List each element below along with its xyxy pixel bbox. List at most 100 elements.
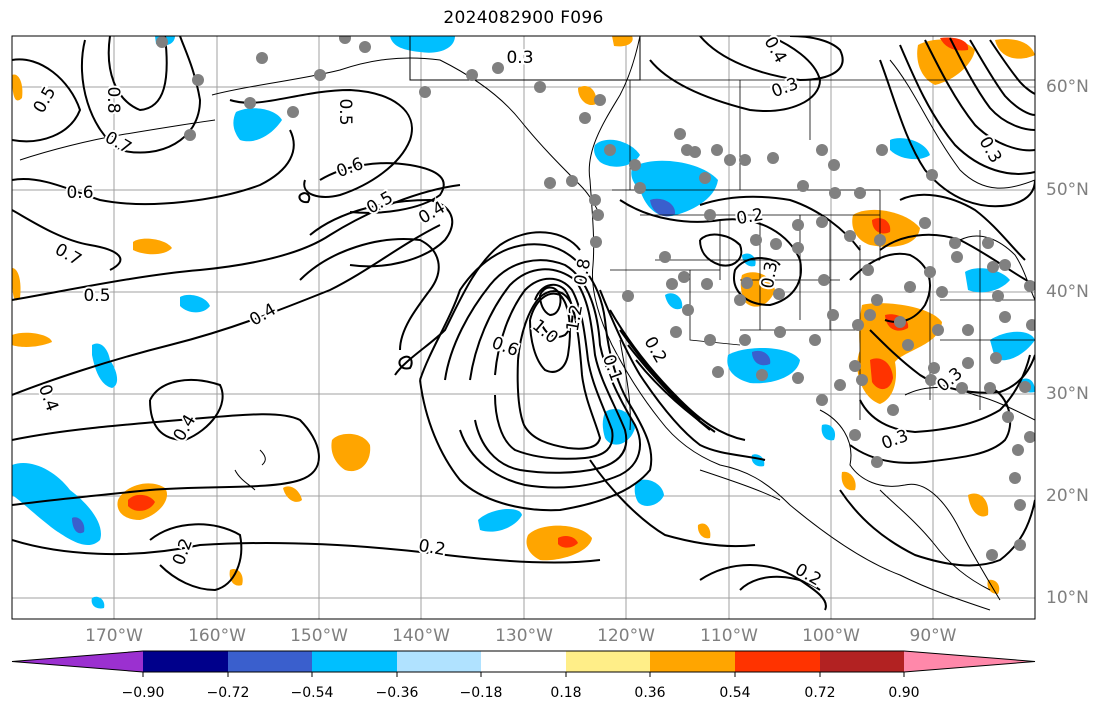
colorbar-tick-label: 0.18: [550, 685, 582, 701]
anomaly-region: [128, 494, 155, 511]
station-dot: [670, 326, 682, 338]
station-dot: [712, 366, 724, 378]
colorbar-tick-label: −0.72: [206, 685, 250, 701]
longitude-label: 150°W: [290, 626, 348, 646]
colorbar-swatch: [312, 651, 397, 672]
station-dot: [982, 237, 994, 249]
colorbar-tick-label: 0.54: [719, 685, 751, 701]
station-dot: [844, 230, 856, 242]
anomaly-region: [727, 348, 800, 384]
longitude-label: 170°W: [85, 626, 143, 646]
station-dot: [339, 36, 351, 44]
colorbar-swatch: [650, 651, 735, 672]
station-dot: [986, 549, 998, 561]
colorbar-swatch: [566, 651, 650, 672]
latitude-label: 10°N: [1046, 588, 1089, 608]
station-dot: [287, 106, 299, 118]
station-dot: [852, 319, 864, 331]
station-dot: [829, 187, 841, 199]
station-dot: [792, 372, 804, 384]
station-dot: [1002, 411, 1014, 423]
station-dot: [589, 194, 601, 206]
latitude-label: 60°N: [1046, 77, 1089, 97]
station-dot: [902, 339, 914, 351]
station-dot: [773, 288, 785, 300]
anomaly-region: [612, 36, 633, 47]
anomaly-region: [180, 294, 210, 313]
anomaly-region: [283, 486, 302, 502]
anomaly-region: [995, 38, 1035, 59]
station-dot: [871, 294, 883, 306]
anomaly-region: [91, 596, 105, 609]
station-dot: [932, 324, 944, 336]
colorbar-tick-label: −0.36: [375, 685, 419, 701]
station-dot: [359, 41, 371, 53]
anomaly-region: [12, 268, 21, 301]
station-dot: [699, 172, 711, 184]
station-dot: [792, 219, 804, 231]
latitude-label: 30°N: [1046, 384, 1089, 404]
map-title: 2024082900 F096: [443, 8, 604, 28]
anomaly-region: [965, 268, 1010, 293]
station-dot: [919, 217, 931, 229]
station-dot: [192, 74, 204, 86]
longitude-label: 130°W: [495, 626, 553, 646]
station-dot: [809, 334, 821, 346]
anomaly-region: [665, 293, 683, 310]
map-frame: [11, 35, 1036, 620]
station-dot: [936, 286, 948, 298]
station-dot: [924, 266, 936, 278]
station-dot: [592, 209, 604, 221]
anomaly-region: [390, 36, 455, 53]
anomaly-region: [72, 517, 85, 534]
station-dot: [544, 177, 556, 189]
colorbar-tick-label: −0.18: [459, 685, 503, 701]
station-dot: [956, 382, 968, 394]
station-dot: [704, 334, 716, 346]
station-dot: [770, 238, 782, 250]
station-dots: [156, 36, 1035, 561]
contour-label: 0.6: [66, 183, 93, 203]
latitude-label: 20°N: [1046, 486, 1089, 506]
station-dot: [816, 144, 828, 156]
station-dot: [1024, 280, 1035, 292]
anomaly-region: [968, 493, 989, 517]
station-dot: [711, 144, 723, 156]
station-dot: [928, 362, 940, 374]
colorbar-swatch: [143, 651, 228, 672]
colorbar-tick-label: 0.90: [888, 685, 920, 701]
station-dot: [682, 304, 694, 316]
station-dot: [1024, 431, 1035, 443]
station-dot: [894, 316, 906, 328]
anomaly-region: [990, 331, 1035, 361]
station-dot: [818, 274, 830, 286]
station-dot: [856, 374, 868, 386]
anomaly-region: [331, 433, 371, 472]
anomaly-shading: [12, 36, 1035, 609]
station-dot: [774, 326, 786, 338]
station-dot: [741, 277, 753, 289]
station-dot: [849, 360, 861, 372]
station-dot: [828, 159, 840, 171]
station-dot: [739, 334, 751, 346]
station-dot: [999, 311, 1011, 323]
station-dot: [604, 144, 616, 156]
station-dot: [874, 234, 886, 246]
anomaly-region: [872, 218, 891, 234]
station-dot: [834, 379, 846, 391]
contour-lines: [12, 36, 1035, 611]
anomaly-region: [478, 508, 522, 532]
station-dot: [951, 251, 963, 263]
station-dot: [1014, 539, 1026, 551]
station-dot: [622, 290, 634, 302]
colorbar-swatch: [735, 651, 820, 672]
station-dot: [876, 144, 888, 156]
station-dot: [1009, 472, 1021, 484]
colorbar-tick-label: 0.36: [634, 685, 666, 701]
station-dot: [887, 404, 899, 416]
colorbar-swatch: [397, 651, 481, 672]
anomaly-region: [133, 238, 172, 255]
station-dot: [666, 278, 678, 290]
anomaly-region: [558, 535, 578, 548]
